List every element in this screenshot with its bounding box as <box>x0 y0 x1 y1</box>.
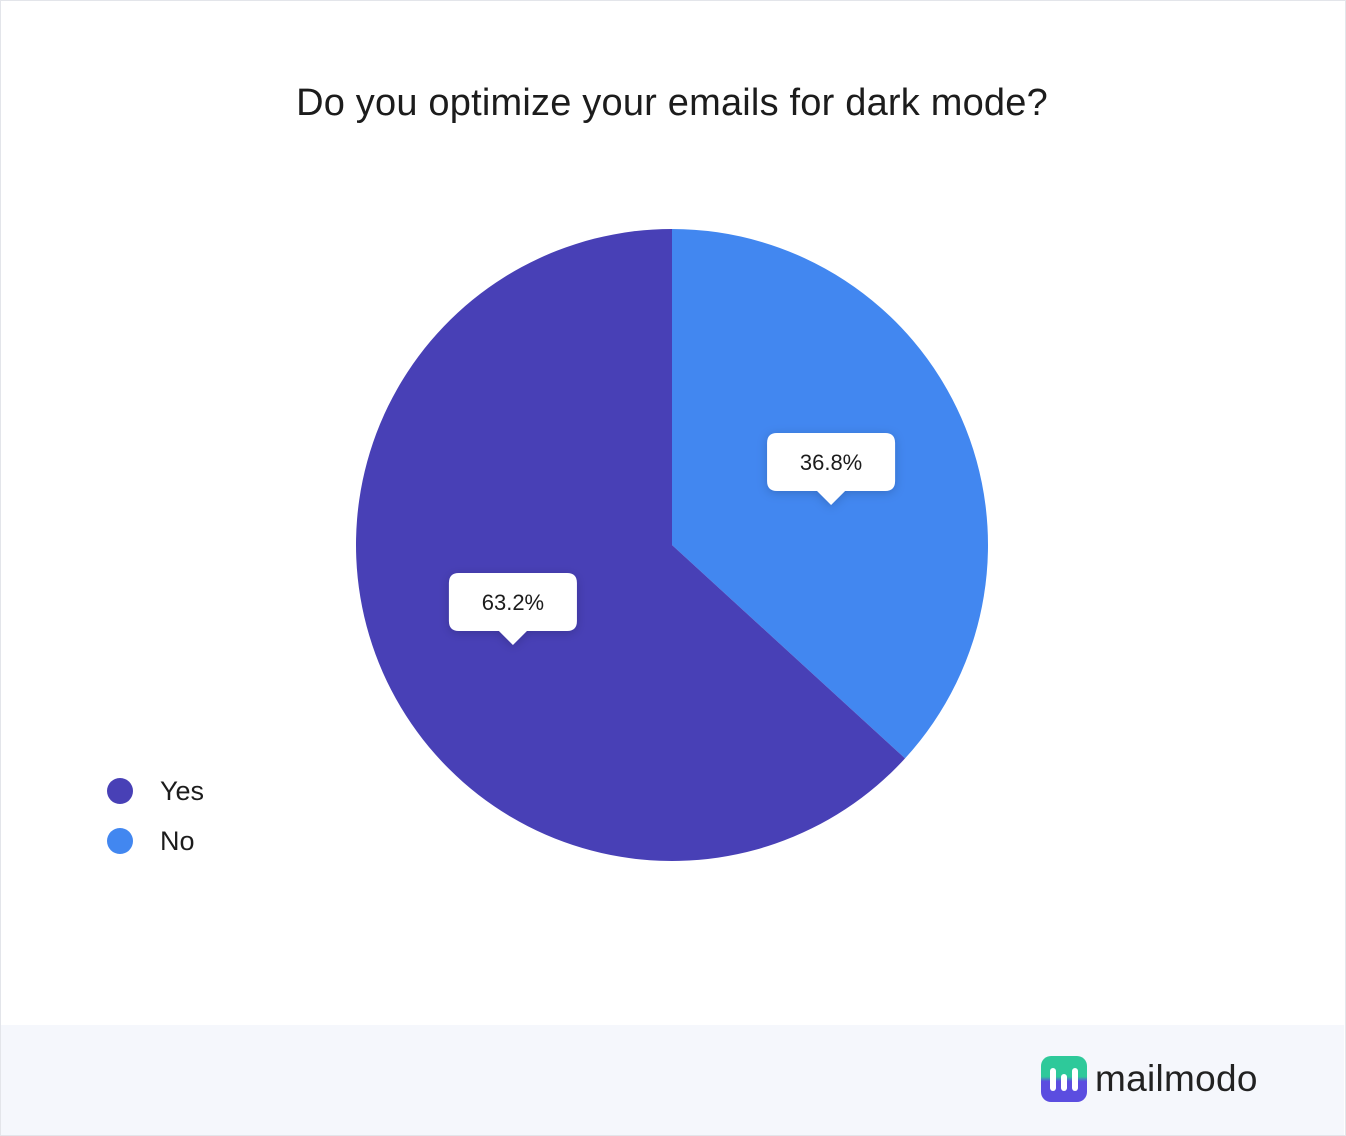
pie-chart: 36.8% 63.2% <box>356 229 989 861</box>
data-label-text-yes: 63.2% <box>482 590 544 615</box>
pie-slice-yes[interactable] <box>356 229 906 861</box>
legend: Yes No <box>107 766 204 866</box>
legend-item-no[interactable]: No <box>107 816 204 866</box>
data-label-no <box>767 432 896 505</box>
chart-title: Do you optimize your emails for dark mod… <box>296 82 1048 124</box>
legend-label-no: No <box>160 825 195 856</box>
legend-item-yes[interactable]: Yes <box>107 766 204 816</box>
data-label-text-no: 36.8% <box>800 450 862 475</box>
legend-swatch-yes <box>107 778 133 804</box>
brand[interactable]: mailmodo <box>1041 1056 1258 1102</box>
data-label-yes <box>448 573 577 646</box>
data-label-box <box>767 432 896 505</box>
footer-bar <box>1 1025 1344 1135</box>
mailmodo-logo-icon <box>1041 1056 1087 1102</box>
legend-label-yes: Yes <box>160 775 205 806</box>
data-label-box <box>448 573 577 646</box>
legend-swatch-no <box>107 828 133 854</box>
brand-name: mailmodo <box>1095 1058 1258 1099</box>
